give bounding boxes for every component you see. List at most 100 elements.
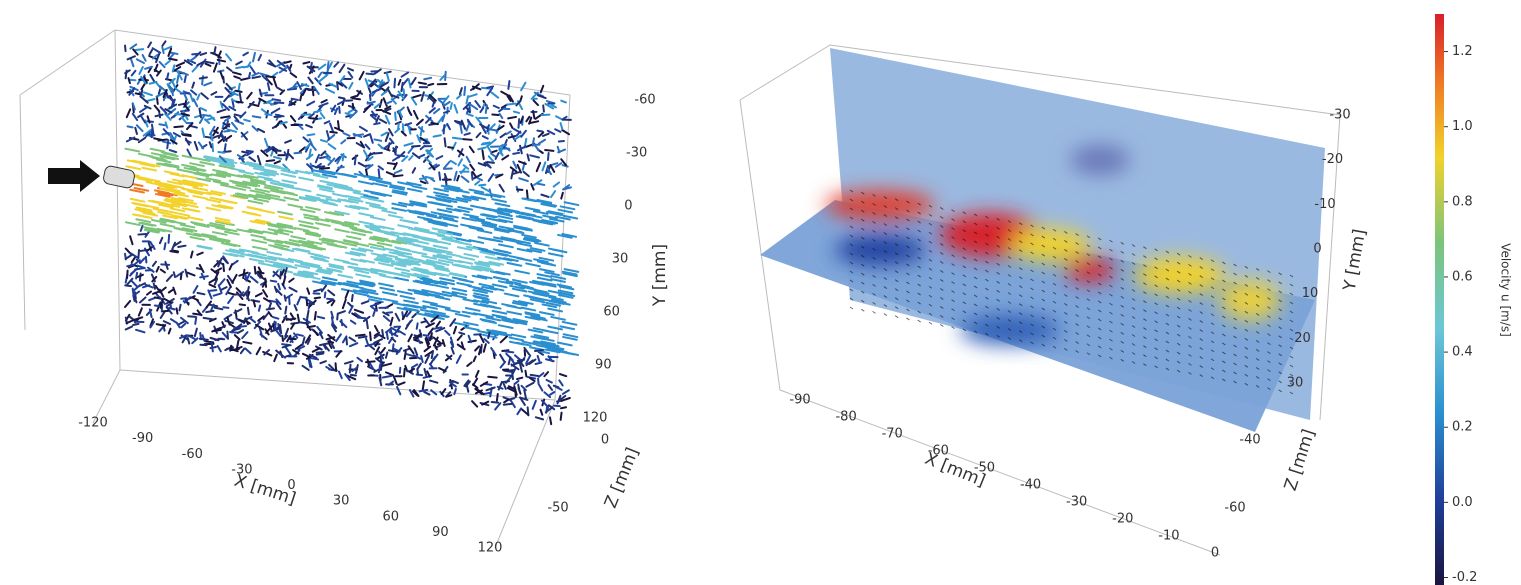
vector xyxy=(1109,311,1113,315)
particle xyxy=(364,78,370,88)
particle xyxy=(502,382,507,390)
particle xyxy=(510,210,527,215)
particle xyxy=(483,391,491,395)
particle xyxy=(275,86,285,93)
particle xyxy=(165,274,174,282)
vector xyxy=(894,225,899,229)
particle xyxy=(364,163,374,171)
particle xyxy=(326,61,330,70)
particle xyxy=(382,311,390,317)
particle xyxy=(559,394,567,401)
particle xyxy=(226,316,231,326)
particle xyxy=(205,300,213,309)
particle xyxy=(510,358,516,365)
vector xyxy=(849,297,854,301)
particle xyxy=(433,187,449,193)
particle xyxy=(561,129,571,136)
vector xyxy=(872,265,876,269)
vector xyxy=(1143,345,1147,349)
particle xyxy=(425,149,433,157)
vector xyxy=(1097,237,1102,241)
particle xyxy=(124,44,127,53)
vector xyxy=(1030,287,1034,291)
particle xyxy=(397,78,402,86)
particle xyxy=(264,178,280,184)
particle xyxy=(503,257,519,262)
particle xyxy=(329,130,338,134)
vector xyxy=(1052,282,1057,286)
particle xyxy=(138,221,155,227)
particle xyxy=(265,101,275,106)
particle xyxy=(444,329,451,336)
particle xyxy=(551,248,568,254)
particle xyxy=(296,313,300,323)
particle xyxy=(144,283,154,289)
vector xyxy=(939,234,944,237)
particle xyxy=(562,335,578,341)
vector xyxy=(1097,291,1102,295)
particle xyxy=(278,258,295,264)
particle xyxy=(524,311,541,317)
particle xyxy=(181,207,198,213)
vector xyxy=(872,202,876,206)
particle xyxy=(442,95,450,104)
particle xyxy=(536,182,546,186)
vector xyxy=(1176,270,1181,274)
particle xyxy=(323,291,327,299)
vector xyxy=(1199,329,1204,332)
particle xyxy=(542,214,558,220)
particle xyxy=(391,202,408,208)
particle xyxy=(139,114,147,124)
tick-label: 30 xyxy=(1287,376,1304,391)
vector xyxy=(917,274,921,278)
particle xyxy=(168,51,179,55)
particle xyxy=(233,334,241,341)
vector xyxy=(928,285,933,289)
particle xyxy=(544,348,561,354)
vector xyxy=(1007,310,1012,313)
tick-label: -120 xyxy=(78,416,108,431)
particle xyxy=(162,45,173,51)
vector xyxy=(951,326,955,330)
particle xyxy=(380,131,389,137)
particle xyxy=(474,262,491,268)
particle xyxy=(287,257,304,263)
particle xyxy=(554,128,562,133)
particle xyxy=(396,237,413,243)
particle xyxy=(373,122,381,126)
tick-label: 120 xyxy=(478,541,503,556)
particle xyxy=(215,172,232,178)
vector xyxy=(1233,299,1237,303)
vector xyxy=(973,240,978,244)
vector xyxy=(1075,350,1079,354)
particle xyxy=(536,276,553,282)
particle xyxy=(191,81,196,89)
particle xyxy=(227,292,237,296)
particle xyxy=(545,358,555,363)
vector xyxy=(951,209,955,213)
particle xyxy=(531,399,537,410)
particle xyxy=(164,260,169,270)
particle xyxy=(543,371,550,378)
particle xyxy=(463,252,480,258)
particle xyxy=(502,380,511,384)
particle xyxy=(344,373,351,382)
vector xyxy=(1278,362,1282,366)
particle xyxy=(181,174,197,180)
particle xyxy=(498,225,515,231)
particle xyxy=(236,154,245,160)
vector xyxy=(1041,271,1046,275)
particle xyxy=(330,299,336,307)
particle xyxy=(561,270,578,276)
particle xyxy=(199,107,208,112)
vector xyxy=(1154,329,1158,333)
vector xyxy=(973,303,978,307)
particle xyxy=(317,268,334,273)
particle xyxy=(467,93,478,98)
tick-label: 30 xyxy=(612,252,629,267)
particle xyxy=(216,170,232,176)
particle xyxy=(418,281,435,287)
particle xyxy=(264,193,281,198)
particle xyxy=(496,385,504,390)
particle xyxy=(159,106,168,115)
